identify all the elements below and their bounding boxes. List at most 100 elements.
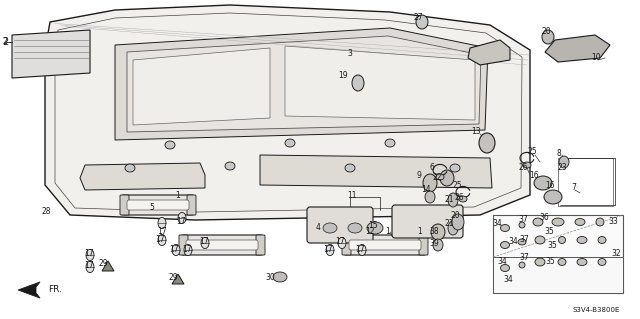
Ellipse shape — [86, 261, 94, 273]
Ellipse shape — [575, 219, 585, 226]
Text: 17: 17 — [169, 244, 179, 254]
FancyBboxPatch shape — [419, 235, 428, 255]
Ellipse shape — [436, 174, 444, 180]
Ellipse shape — [534, 176, 552, 190]
Text: FR.: FR. — [48, 286, 62, 294]
FancyBboxPatch shape — [392, 205, 463, 238]
Ellipse shape — [367, 222, 383, 234]
Ellipse shape — [125, 164, 135, 172]
Ellipse shape — [158, 218, 166, 229]
Ellipse shape — [535, 258, 545, 266]
Text: 39: 39 — [429, 240, 439, 249]
Polygon shape — [12, 30, 90, 78]
Ellipse shape — [273, 272, 287, 282]
Text: 17: 17 — [157, 226, 167, 235]
Text: 34: 34 — [492, 219, 502, 228]
Text: 26: 26 — [518, 164, 528, 173]
Text: 37: 37 — [519, 254, 529, 263]
Polygon shape — [115, 28, 488, 140]
Text: 30: 30 — [265, 272, 275, 281]
Ellipse shape — [358, 244, 366, 256]
Ellipse shape — [459, 196, 467, 202]
Text: 9: 9 — [417, 172, 421, 181]
Text: 27: 27 — [413, 12, 423, 21]
Text: 35: 35 — [545, 257, 555, 266]
Text: 17: 17 — [176, 217, 186, 226]
Text: 16: 16 — [529, 170, 539, 180]
Ellipse shape — [348, 223, 362, 233]
Bar — [493, 257, 623, 293]
Ellipse shape — [345, 164, 355, 172]
Text: 11: 11 — [348, 191, 356, 201]
Ellipse shape — [433, 239, 443, 251]
Text: 38: 38 — [429, 226, 439, 235]
Ellipse shape — [542, 30, 554, 44]
Ellipse shape — [86, 249, 94, 261]
Text: 17: 17 — [323, 244, 333, 254]
Text: 23: 23 — [557, 162, 567, 172]
Ellipse shape — [440, 170, 454, 186]
Polygon shape — [102, 261, 114, 271]
Ellipse shape — [596, 218, 604, 226]
Text: 21: 21 — [444, 196, 454, 204]
Ellipse shape — [158, 234, 166, 246]
Polygon shape — [45, 5, 530, 220]
Text: 34: 34 — [508, 238, 518, 247]
Text: 1: 1 — [386, 226, 390, 235]
Text: 17: 17 — [155, 235, 165, 244]
Ellipse shape — [500, 264, 509, 271]
Ellipse shape — [452, 214, 464, 230]
Polygon shape — [133, 48, 270, 125]
Text: 20: 20 — [541, 26, 551, 35]
Ellipse shape — [544, 190, 562, 204]
Polygon shape — [18, 282, 40, 298]
Text: 6: 6 — [429, 164, 435, 173]
Text: 21: 21 — [444, 219, 454, 228]
Ellipse shape — [448, 193, 458, 207]
Ellipse shape — [577, 236, 587, 243]
FancyBboxPatch shape — [343, 235, 427, 255]
Ellipse shape — [178, 212, 186, 224]
Polygon shape — [285, 46, 475, 120]
Ellipse shape — [225, 162, 235, 170]
FancyBboxPatch shape — [179, 235, 188, 255]
Text: 19: 19 — [338, 71, 348, 80]
Ellipse shape — [479, 133, 495, 153]
Ellipse shape — [172, 244, 180, 256]
Ellipse shape — [518, 239, 526, 245]
Ellipse shape — [184, 244, 192, 256]
Text: 17: 17 — [84, 262, 94, 271]
Text: 29: 29 — [98, 258, 108, 268]
Ellipse shape — [165, 141, 175, 149]
Polygon shape — [468, 40, 510, 65]
Text: 20: 20 — [450, 211, 460, 220]
Ellipse shape — [352, 75, 364, 91]
Ellipse shape — [598, 236, 606, 243]
Text: 25: 25 — [452, 182, 462, 190]
Text: 15: 15 — [368, 221, 378, 231]
Text: 4: 4 — [316, 222, 321, 232]
Text: 17: 17 — [199, 238, 209, 247]
Text: 37: 37 — [518, 216, 528, 225]
Ellipse shape — [201, 237, 209, 249]
Ellipse shape — [431, 224, 445, 240]
Ellipse shape — [326, 244, 334, 256]
Text: 17: 17 — [355, 244, 365, 254]
FancyBboxPatch shape — [186, 240, 258, 250]
Bar — [493, 215, 623, 293]
Text: 32: 32 — [611, 249, 621, 257]
Text: 26: 26 — [454, 192, 464, 202]
Ellipse shape — [338, 237, 346, 249]
Text: 17: 17 — [182, 244, 192, 254]
Polygon shape — [80, 163, 205, 190]
Ellipse shape — [523, 162, 531, 168]
Text: 36: 36 — [539, 213, 549, 222]
FancyBboxPatch shape — [121, 195, 195, 215]
Ellipse shape — [285, 139, 295, 147]
Polygon shape — [172, 274, 184, 284]
Ellipse shape — [500, 225, 509, 232]
Ellipse shape — [598, 258, 606, 265]
Text: S3V4-B3800E: S3V4-B3800E — [573, 307, 620, 313]
Ellipse shape — [519, 262, 525, 268]
Text: 35: 35 — [544, 227, 554, 236]
